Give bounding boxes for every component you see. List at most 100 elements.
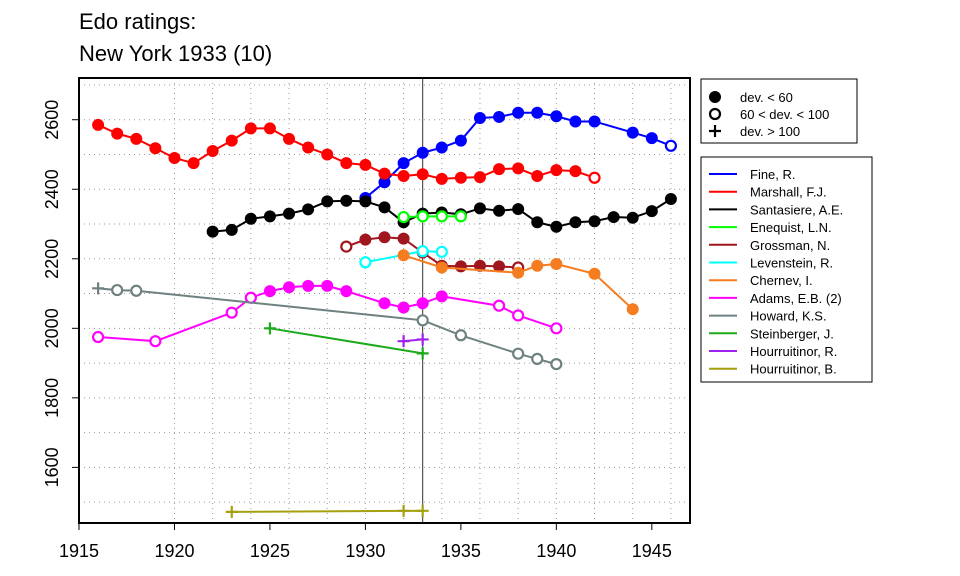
data-point-filled <box>709 91 721 103</box>
data-point-filled <box>473 111 486 124</box>
data-point-open <box>550 358 563 371</box>
legend-label: Marshall, F.J. <box>750 185 827 200</box>
data-point-filled <box>397 301 410 314</box>
data-point-open <box>512 309 525 322</box>
data-point-open <box>454 329 467 342</box>
plot-frame <box>78 77 691 524</box>
series-line <box>98 284 557 343</box>
data-point-open <box>340 240 353 253</box>
data-point-filled <box>531 170 544 183</box>
data-point-filled <box>435 141 448 154</box>
data-point-plus <box>416 347 429 360</box>
series-line <box>98 287 557 366</box>
data-point-filled <box>435 261 448 274</box>
y-tick-label: 2200 <box>42 239 62 279</box>
data-point-plus <box>225 505 238 518</box>
data-point-filled <box>263 210 276 223</box>
data-point-open <box>416 314 429 327</box>
legend-label: Enequist, L.N. <box>750 220 832 235</box>
data-point-filled <box>111 127 124 140</box>
data-point-open <box>149 335 162 348</box>
series-7 <box>91 279 563 348</box>
data-point-filled <box>359 158 372 171</box>
data-point-filled <box>550 257 563 270</box>
data-point-filled <box>626 303 639 316</box>
data-point-filled <box>645 205 658 218</box>
data-point-filled <box>569 216 582 229</box>
data-point-filled <box>569 115 582 128</box>
legend-label: Chernev, I. <box>750 273 813 288</box>
x-tick-label: 1940 <box>536 541 576 561</box>
series-legend-box <box>700 156 873 383</box>
data-point-filled <box>588 267 601 280</box>
series-0 <box>359 106 678 204</box>
data-point-filled <box>416 146 429 159</box>
data-point-filled <box>588 115 601 128</box>
data-point-open <box>416 210 429 223</box>
data-point-filled <box>550 110 563 123</box>
legend-label: Santasiere, A.E. <box>750 202 843 217</box>
data-point-plus <box>397 335 410 348</box>
data-point-filled <box>263 122 276 135</box>
data-point-open <box>397 210 410 224</box>
data-point-filled <box>283 207 296 220</box>
data-point-filled <box>187 157 200 170</box>
data-point-filled <box>473 259 486 272</box>
y-tick-label: 2400 <box>42 169 62 209</box>
data-point-filled <box>454 134 467 147</box>
data-point-filled <box>130 132 143 145</box>
data-point-open <box>91 330 105 344</box>
x-tick-label: 1930 <box>345 541 385 561</box>
data-point-filled <box>550 220 563 233</box>
data-point-filled <box>416 297 429 310</box>
series-line <box>231 509 423 513</box>
x-tick-label: 1925 <box>250 541 290 561</box>
data-point-filled <box>493 110 506 123</box>
data-point-filled <box>302 279 315 292</box>
chart-title-line-1: Edo ratings: <box>79 9 196 34</box>
data-point-plus <box>416 504 429 517</box>
data-point-filled <box>473 202 486 215</box>
legend-label: Hourruitinor, R. <box>750 344 837 359</box>
marker-legend-label: 60 < dev. < 100 <box>740 107 829 122</box>
data-point-filled <box>378 201 391 214</box>
data-point-filled <box>359 195 372 208</box>
data-point-plus <box>263 322 276 335</box>
data-point-filled <box>378 297 391 310</box>
y-tick-label: 1600 <box>42 447 62 487</box>
data-point-filled <box>283 132 296 145</box>
data-point-filled <box>397 249 410 262</box>
marker-legend-label: dev. < 60 <box>740 90 793 105</box>
data-point-filled <box>493 163 506 176</box>
legend-label: Howard, K.S. <box>750 309 827 324</box>
data-point-filled <box>378 231 391 244</box>
data-point-filled <box>397 232 410 245</box>
series-1 <box>92 118 601 185</box>
series-10 <box>397 333 429 348</box>
data-point-filled <box>531 216 544 229</box>
data-point-filled <box>473 171 486 184</box>
data-point-filled <box>168 151 181 164</box>
data-point-filled <box>92 118 105 131</box>
data-point-filled <box>244 122 257 135</box>
data-point-filled <box>340 157 353 170</box>
data-point-open <box>435 210 448 223</box>
data-point-filled <box>359 233 372 246</box>
data-point-open <box>708 107 722 121</box>
marker-legend-box <box>700 78 858 144</box>
data-point-filled <box>302 141 315 154</box>
data-point-open <box>225 306 238 319</box>
data-point-filled <box>397 170 410 183</box>
data-point-filled <box>454 260 467 273</box>
data-point-filled <box>512 162 525 175</box>
series-line <box>345 236 519 269</box>
data-point-filled <box>378 167 391 180</box>
series-6 <box>397 249 639 316</box>
axis-layer: 1915 1920 1925 1930 1935 1940 1945 1600 1800 2000… <box>42 100 672 561</box>
data-point-filled <box>340 285 353 298</box>
marker-legend-label: dev. > 100 <box>740 124 800 139</box>
data-point-filled <box>302 203 315 216</box>
data-point-filled <box>340 194 353 207</box>
data-point-filled <box>149 142 162 155</box>
